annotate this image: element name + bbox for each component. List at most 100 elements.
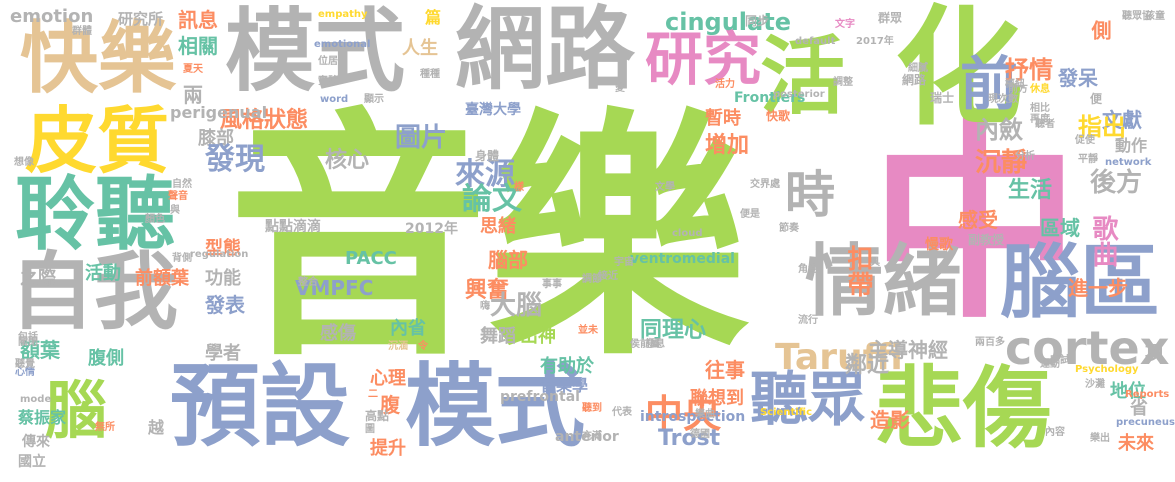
word-7: 皮質 <box>25 99 170 183</box>
word-62: 出神 <box>520 326 556 347</box>
word-1: 中 <box>870 102 1081 347</box>
word-117: emotional <box>314 39 371 50</box>
word-155: 流行 <box>798 315 818 326</box>
word-181: 整合 <box>298 277 318 288</box>
word-179: 自然 <box>172 179 192 190</box>
word-147: 樞紐 <box>1005 79 1025 90</box>
word-43: 風格狀態 <box>220 108 309 133</box>
word-25: 訊息 <box>178 8 218 32</box>
word-66: 項 <box>1145 343 1163 364</box>
word-23: emotion <box>10 6 94 27</box>
word-115: network <box>1105 157 1152 168</box>
word-57: 進一步 <box>1068 276 1128 300</box>
word-21: 中央 <box>645 392 722 436</box>
word-112: 便 <box>1090 92 1103 106</box>
word-86: 額葉 <box>20 338 60 362</box>
word-170: 關閉 <box>18 337 38 348</box>
word-94: 傳來 <box>22 434 50 450</box>
word-68: 省 <box>1130 398 1148 419</box>
word-159: 沙灘 <box>1085 379 1105 390</box>
word-167: 聽到 <box>582 403 602 414</box>
word-187: 樣 <box>514 182 524 193</box>
word-148: 文學 <box>655 182 675 193</box>
word-63: 同理心 <box>640 318 707 343</box>
word-84: 型態 <box>205 238 241 259</box>
word-160: 內容 <box>1045 427 1065 438</box>
word-3: 模式 <box>225 0 405 104</box>
word-91: 高點 <box>365 409 390 423</box>
word-178: 與 <box>170 205 180 216</box>
word-132: 實驗 <box>318 76 338 87</box>
word-113: 聽眾協 <box>1122 11 1152 22</box>
word-190: 愛 <box>615 83 625 94</box>
word-102: 快歌 <box>766 109 791 123</box>
word-180: 想像 <box>14 157 34 168</box>
word-29: 人生 <box>402 38 438 59</box>
word-142: 聽者 <box>1035 119 1055 130</box>
word-107: 慢歌 <box>925 237 953 253</box>
word-153: 具 <box>870 257 880 268</box>
word-98: introspection <box>640 409 746 425</box>
word-158: 安試 <box>1050 355 1070 366</box>
word-175: 背側 <box>172 253 192 264</box>
word-42: 圖片 <box>395 123 448 153</box>
word-188: 侯前屬 <box>630 339 660 350</box>
word-136: 調整 <box>833 77 853 88</box>
word-182: 事事 <box>542 279 562 290</box>
word-41: 來源 <box>455 157 515 192</box>
word-19: 腦 <box>45 374 108 447</box>
word-55: 後方 <box>1090 168 1143 198</box>
word-58: PACC <box>345 248 397 269</box>
word-154: 角色 <box>798 264 818 275</box>
word-32: 側 <box>1088 20 1112 40</box>
word-46: 發現 <box>205 142 265 177</box>
word-61: 大腦 <box>490 291 543 321</box>
word-123: Reports <box>1125 389 1170 400</box>
word-14: 腦區 <box>1000 236 1160 329</box>
word-26: 相關 <box>178 34 218 58</box>
word-166: 並未 <box>578 325 598 336</box>
word-31: 抒情 <box>1005 56 1053 84</box>
word-151: 交界處 <box>750 179 780 190</box>
word-130: 夏天 <box>183 64 203 75</box>
word-111: 瑞士 <box>930 91 955 105</box>
word-38: 沉靜 <box>975 148 1028 178</box>
word-128: mode <box>20 394 52 405</box>
word-189: 息息 <box>645 339 665 350</box>
word-50: 腦部 <box>488 248 528 272</box>
word-65: 鄰近 <box>845 353 890 378</box>
word-87: 腹側 <box>88 348 124 369</box>
word-28: 篇 <box>425 8 442 27</box>
word-48: 論文 <box>462 182 522 217</box>
word-143: 促使 <box>1075 135 1095 146</box>
word-105: ventromedial <box>630 251 735 267</box>
word-13: 情緒 <box>805 237 962 327</box>
word-141: 再度 <box>1030 114 1050 125</box>
word-183: 調節 <box>582 274 602 285</box>
word-82: 活動 <box>85 263 121 284</box>
word-129: 群體 <box>72 26 92 37</box>
word-85: 之際 <box>20 268 56 289</box>
word-184: 接近 <box>598 271 618 282</box>
word-162: 樂曲 <box>695 409 715 420</box>
word-165: 代表 <box>612 407 632 418</box>
word-127: word <box>320 94 349 105</box>
word-39: 增加 <box>705 133 750 158</box>
word-174: 無所 <box>95 422 115 433</box>
word-20: cortex <box>1005 321 1170 375</box>
word-56: 扣帶 <box>843 245 873 297</box>
word-173: 聽覺 <box>15 359 35 370</box>
word-71: Trost <box>658 426 721 451</box>
word-16: 研究 <box>645 25 762 93</box>
word-35: 動作 <box>1115 136 1148 155</box>
word-101: 身體 <box>475 149 500 163</box>
word-161: 樂出 <box>1090 433 1110 444</box>
word-70: 造影 <box>870 408 910 432</box>
word-5: 活 <box>760 28 846 127</box>
word-90: 提升 <box>370 438 406 459</box>
word-144: 平靜 <box>1078 154 1098 165</box>
word-6: 快樂 <box>20 14 177 104</box>
word-124: precuneus <box>1116 417 1175 428</box>
word-33: 發呆 <box>1058 66 1098 90</box>
word-104: 2012年 <box>405 221 458 237</box>
